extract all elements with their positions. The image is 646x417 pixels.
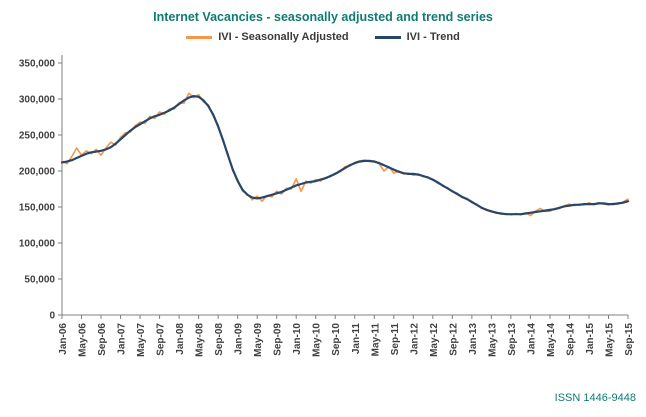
x-axis-label: Jan-10 xyxy=(292,323,303,355)
y-axis-label: 200,000 xyxy=(19,167,56,178)
sa-line-swatch-icon xyxy=(186,35,213,39)
x-axis-label: Jan-06 xyxy=(58,323,69,355)
x-axis-label: May-10 xyxy=(312,323,323,357)
x-axis-label: Sep-08 xyxy=(214,323,225,356)
sa-series-line xyxy=(61,92,629,217)
x-axis-label: May-07 xyxy=(136,323,147,357)
x-axis-label: May-14 xyxy=(546,323,557,357)
x-axis-label: Sep-13 xyxy=(507,323,518,356)
y-axis-label: 50,000 xyxy=(24,275,55,286)
line-chart: 0 50,000 100,000 150,000 200,000 250,000 300,0… xyxy=(19,55,635,357)
chart-legend: IVI - Seasonally Adjusted IVI - Trend xyxy=(0,31,646,43)
y-axis-label: 300,000 xyxy=(19,95,56,106)
x-axis-label: May-15 xyxy=(604,323,615,357)
x-axis-label: Jan-15 xyxy=(585,323,596,355)
x-axis-label: May-08 xyxy=(195,323,206,357)
x-axis-label: Sep-06 xyxy=(97,323,108,356)
x-axis-label: Jan-11 xyxy=(351,323,362,355)
y-axis-label: 100,000 xyxy=(19,239,56,250)
legend-item-trend: IVI - Trend xyxy=(374,31,460,43)
x-axis-label: Sep-12 xyxy=(448,323,459,356)
x-axis-label: Jan-13 xyxy=(468,323,479,355)
legend-label-seasonally-adjusted: IVI - Seasonally Adjusted xyxy=(218,31,349,43)
x-axis-label: Sep-14 xyxy=(565,323,576,356)
trend-line-swatch-icon xyxy=(374,35,401,39)
x-axis-label: May-09 xyxy=(253,323,264,357)
page-title: Internet Vacancies - seasonally adjusted… xyxy=(153,10,493,24)
x-axis-label: May-11 xyxy=(370,323,381,357)
x-axis-label: Sep-10 xyxy=(331,323,342,356)
x-axis-label: Sep-09 xyxy=(273,323,284,356)
x-axis-label: Sep-07 xyxy=(156,323,167,356)
x-axis-label: Sep-11 xyxy=(390,323,401,356)
x-axis-label: May-12 xyxy=(429,323,440,357)
y-axis-label: 0 xyxy=(49,311,55,322)
x-axis-label: May-13 xyxy=(487,323,498,357)
x-axis-label: Sep-15 xyxy=(624,323,635,356)
x-axis-label: Jan-09 xyxy=(234,323,245,355)
x-axis-label: Jan-12 xyxy=(409,323,420,355)
y-axis-label: 350,000 xyxy=(19,59,56,70)
x-axis-label: May-06 xyxy=(78,323,89,357)
x-axis-label: Jan-14 xyxy=(526,323,537,355)
issn-text: ISSN 1446-9448 xyxy=(554,392,636,404)
y-axis-label: 150,000 xyxy=(19,203,56,214)
y-axis-label: 250,000 xyxy=(19,131,56,142)
x-axis-label: Jan-08 xyxy=(175,323,186,355)
legend-item-seasonally-adjusted: IVI - Seasonally Adjusted xyxy=(186,31,349,43)
trend-series-line xyxy=(60,94,630,216)
legend-label-trend: IVI - Trend xyxy=(406,31,460,43)
x-axis-label: Jan-07 xyxy=(117,323,128,355)
